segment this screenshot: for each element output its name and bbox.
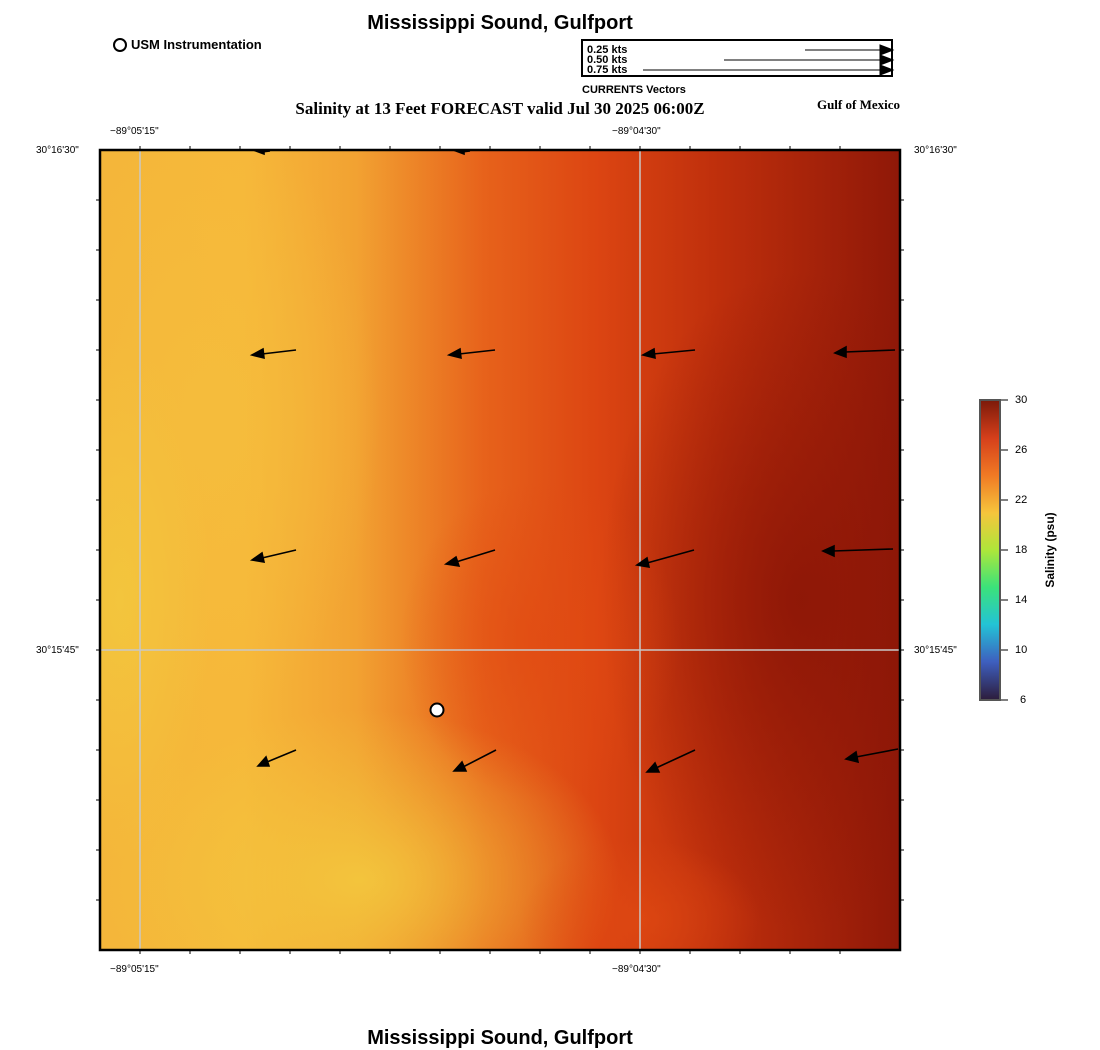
- salinity-field: [100, 150, 900, 950]
- usm-station-marker[interactable]: [429, 702, 445, 718]
- vector-legend-arrows: [643, 44, 895, 76]
- colorbar-tick-label: 14: [1015, 594, 1028, 606]
- lat-label-right-2: 30°15'45": [914, 645, 957, 656]
- station-marker-icon: [113, 38, 127, 52]
- footer-title: Mississippi Sound, Gulfport: [367, 1027, 633, 1049]
- region-label: Gulf of Mexico: [816, 97, 900, 112]
- map-title: Salinity at 13 Feet FORECAST valid Jul 3…: [295, 99, 705, 118]
- vector-legend-row-2: 0.50 kts: [587, 54, 628, 66]
- lat-label-right-1: 30°16'30": [914, 145, 957, 156]
- station-legend-label: USM Instrumentation: [131, 37, 262, 52]
- map-ticks: [96, 146, 904, 954]
- colorbar-gradient: [981, 401, 999, 699]
- colorbar-ticks: 30 26 22 18 14 10 6: [1001, 394, 1041, 706]
- current-vector: [833, 345, 896, 359]
- current-vector: [452, 749, 497, 772]
- lat-label-left-1: 30°16'30": [36, 145, 79, 156]
- lon-label-bottom-1: −89°05'15": [110, 964, 159, 975]
- current-vector: [249, 347, 297, 360]
- current-vector: [446, 347, 496, 360]
- colorbar-tick-label: 22: [1015, 494, 1028, 506]
- current-vector: [844, 748, 899, 764]
- lon-label-bottom-2: −89°04'30": [612, 964, 661, 975]
- current-vector: [634, 549, 695, 568]
- page-title: Mississippi Sound, Gulfport: [367, 12, 633, 34]
- colorbar-tick-label: 10: [1015, 644, 1028, 656]
- vector-legend-row-1: 0.25 kts: [587, 44, 628, 56]
- lon-label-top-1: −89°05'15": [110, 126, 159, 137]
- current-vector: [645, 749, 696, 773]
- current-vector: [249, 549, 297, 563]
- vector-legend-row-3: 0.75 kts: [587, 64, 628, 76]
- colorbar: [979, 399, 1001, 701]
- colorbar-tick-label: 6: [1020, 694, 1027, 706]
- colorbar-label: Salinity (psu): [1043, 512, 1057, 588]
- colorbar-tick-label: 30: [1015, 394, 1028, 406]
- vector-legend: 0.25 kts 0.50 kts 0.75 kts: [581, 39, 895, 77]
- current-vector: [256, 749, 297, 767]
- lon-label-top-2: −89°04'30": [612, 126, 661, 137]
- colorbar-tick-label: 18: [1015, 544, 1028, 556]
- current-vector: [640, 347, 696, 360]
- lat-label-left-2: 30°15'45": [36, 645, 79, 656]
- current-vector: [443, 549, 496, 567]
- salinity-map: [96, 146, 904, 954]
- map-gridlines: [100, 150, 900, 950]
- colorbar-tick-label: 26: [1015, 444, 1028, 456]
- current-vector: [821, 544, 894, 558]
- vector-legend-caption: CURRENTS Vectors: [582, 84, 686, 96]
